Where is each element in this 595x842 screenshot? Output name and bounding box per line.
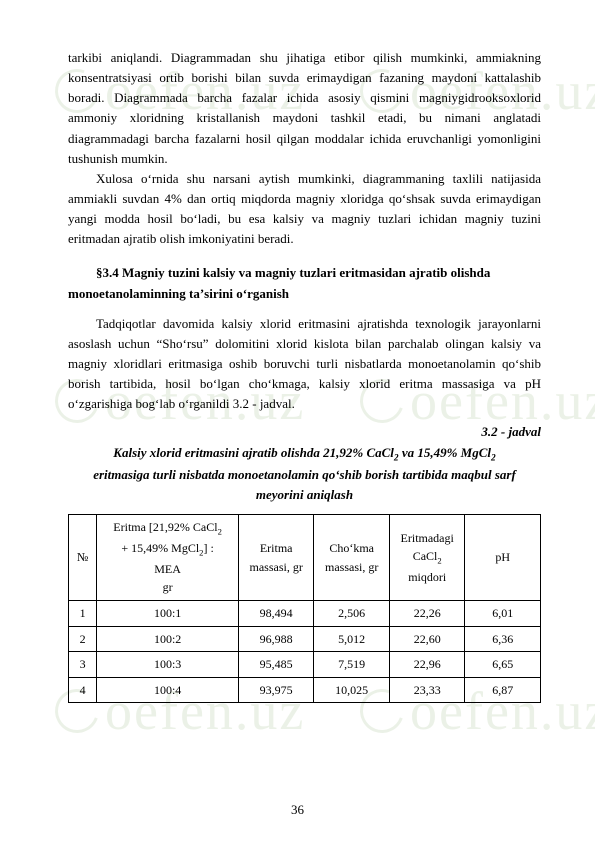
cell-comp: 100:4 (97, 677, 239, 703)
paragraph-2: Xulosa oʻrnida shu narsani aytish mumkin… (68, 169, 541, 250)
table-row: 1 100:1 98,494 2,506 22,26 6,01 (69, 600, 541, 626)
table-row: 2 100:2 96,988 5,012 22,60 6,36 (69, 626, 541, 652)
cell-cacl: 22,60 (389, 626, 465, 652)
cell-em: 93,975 (238, 677, 314, 703)
table-row: 4 100:4 93,975 10,025 23,33 6,87 (69, 677, 541, 703)
paragraph-1: tarkibi aniqlandi. Diagrammadan shu jiha… (68, 48, 541, 169)
cell-em: 98,494 (238, 600, 314, 626)
cell-em: 95,485 (238, 652, 314, 678)
col-header-ph: pH (465, 515, 541, 601)
cell-ph: 6,65 (465, 652, 541, 678)
col-header-no: № (69, 515, 97, 601)
cell-no: 4 (69, 677, 97, 703)
col-header-eritma: Eritma massasi, gr (238, 515, 314, 601)
cell-chm: 5,012 (314, 626, 390, 652)
col-header-composition: Eritma [21,92% CaCl2 + 15,49% MgCl2] : M… (97, 515, 239, 601)
table-caption-label: 3.2 - jadval (68, 422, 541, 442)
table-header-row: № Eritma [21,92% CaCl2 + 15,49% MgCl2] :… (69, 515, 541, 601)
page-number: 36 (0, 800, 595, 820)
table-row: 3 100:3 95,485 7,519 22,96 6,65 (69, 652, 541, 678)
cell-chm: 10,025 (314, 677, 390, 703)
cell-no: 1 (69, 600, 97, 626)
cell-no: 2 (69, 626, 97, 652)
cell-chm: 2,506 (314, 600, 390, 626)
cell-no: 3 (69, 652, 97, 678)
cell-cacl: 22,96 (389, 652, 465, 678)
cell-ph: 6,01 (465, 600, 541, 626)
col-header-cacl: Eritmadagi CaCl2 miqdori (389, 515, 465, 601)
col-header-chokma: Choʻkma massasi, gr (314, 515, 390, 601)
paragraph-3: Tadqiqotlar davomida kalsiy xlorid eritm… (68, 314, 541, 415)
document-body: tarkibi aniqlandi. Diagrammadan shu jiha… (68, 48, 541, 703)
cell-chm: 7,519 (314, 652, 390, 678)
cell-ph: 6,87 (465, 677, 541, 703)
cell-em: 96,988 (238, 626, 314, 652)
cell-comp: 100:2 (97, 626, 239, 652)
cell-cacl: 22,26 (389, 600, 465, 626)
cell-comp: 100:3 (97, 652, 239, 678)
cell-ph: 6,36 (465, 626, 541, 652)
data-table: № Eritma [21,92% CaCl2 + 15,49% MgCl2] :… (68, 514, 541, 703)
table-caption: Kalsiy xlorid eritmasini ajratib olishda… (68, 443, 541, 505)
cell-comp: 100:1 (97, 600, 239, 626)
section-title: §3.4 Magniy tuzini kalsiy va magniy tuzl… (68, 263, 541, 303)
cell-cacl: 23,33 (389, 677, 465, 703)
